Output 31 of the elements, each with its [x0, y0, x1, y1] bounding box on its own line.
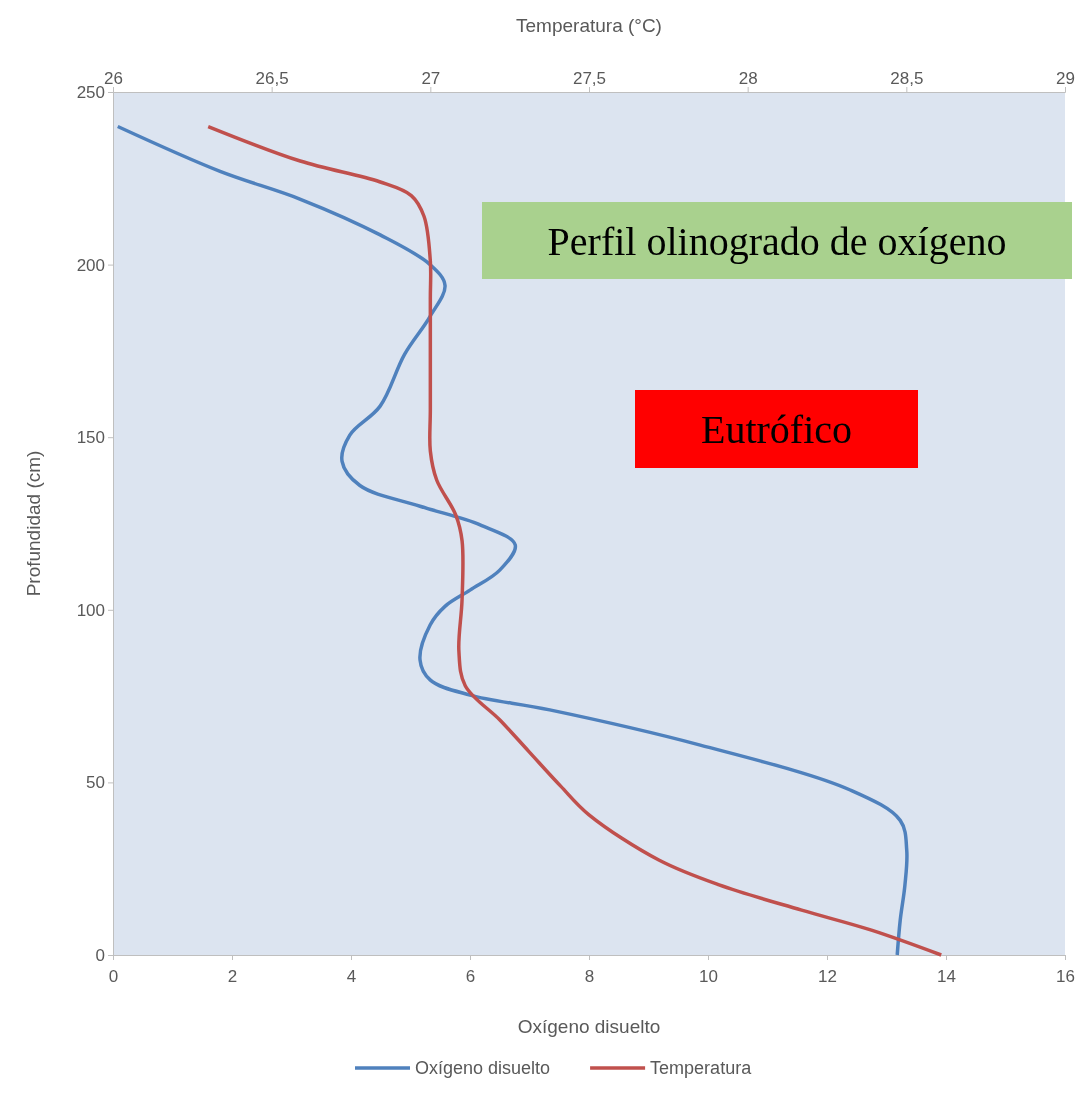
x2-tick-label: 29	[1056, 69, 1075, 88]
legend-label: Oxígeno disuelto	[415, 1058, 551, 1079]
y-tick-label: 150	[76, 428, 105, 448]
x-tick-label: 0	[108, 966, 119, 986]
x2-tick-label: 27	[421, 69, 441, 88]
x-axis-title: Oxígeno disuelto	[517, 1016, 661, 1037]
y-tick-label: 0	[95, 945, 105, 965]
x-tick-label: 8	[584, 966, 595, 986]
annotation: Perfil olinogrado de oxígeno	[547, 218, 1007, 264]
x2-tick-label: 28	[738, 69, 758, 88]
x-tick-label: 14	[937, 966, 956, 986]
x2-tick-label: 26,5	[255, 69, 289, 88]
x-tick-label: 4	[346, 966, 357, 986]
x-tick-label: 16	[1056, 966, 1075, 986]
text-box: Eutrófico	[635, 390, 918, 468]
annotation: Eutrófico	[700, 407, 853, 452]
y-tick-label: 200	[76, 255, 105, 275]
y-tick-label: 50	[86, 773, 105, 793]
x2-tick-label: 26	[104, 69, 123, 88]
x2-tick-label: 28,5	[890, 69, 924, 88]
x-tick-label: 10	[699, 966, 718, 986]
x2-axis-title: Temperatura (°C)	[516, 15, 662, 36]
text-box: Perfil olinogrado de oxígeno	[482, 202, 1072, 279]
y-tick-label: 100	[76, 600, 105, 620]
x-tick-label: 12	[818, 966, 837, 986]
x2-tick-label: 27,5	[572, 69, 607, 88]
y-axis-title: Profundidad (cm)	[23, 450, 44, 597]
legend-label: Temperatura	[650, 1058, 753, 1079]
y-tick-label: 250	[76, 82, 105, 102]
x-tick-label: 6	[465, 966, 476, 986]
x-tick-label: 2	[227, 966, 238, 986]
